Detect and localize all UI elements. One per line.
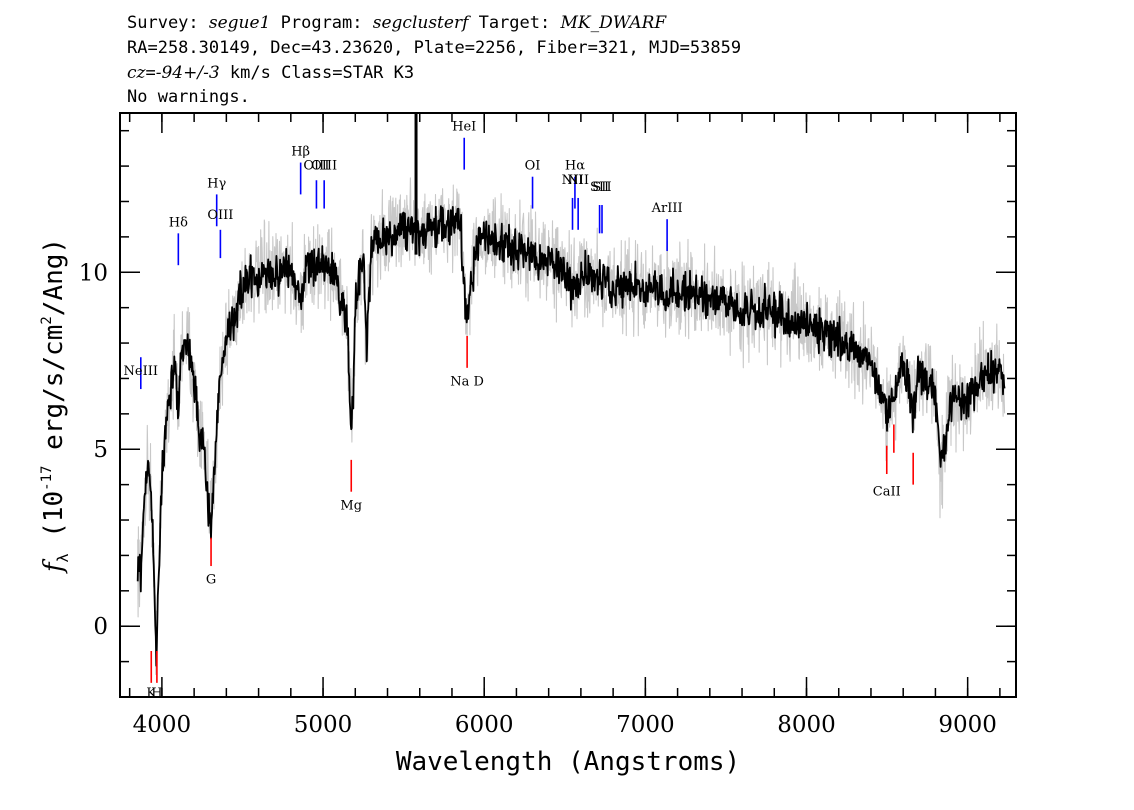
- header-line-1: Survey: segue1 Program: segclusterf Targ…: [127, 13, 667, 33]
- emission-line-label: NII: [562, 173, 584, 188]
- x-tick-label: 5000: [294, 712, 353, 738]
- header-line-4: No warnings.: [127, 87, 250, 107]
- emission-line-label: OIII: [303, 159, 329, 174]
- emission-line-label: OIII: [311, 159, 337, 174]
- spectral-line-markers: [139, 137, 914, 683]
- emission-line-label: HeI: [452, 120, 476, 135]
- emission-line-label: OIII: [207, 208, 233, 223]
- absorption-line-label: Na D: [450, 375, 484, 390]
- axis-tick-labels: 4000 5000 6000 7000 8000 9000 0 5 10: [79, 260, 997, 738]
- emission-line-label: NeIII: [124, 364, 158, 379]
- x-axis-title: Wavelength (Angstroms): [396, 747, 740, 777]
- absorption-line-label: K: [146, 686, 156, 701]
- series-group: [136, 113, 1006, 676]
- emission-line-label: ArIII: [651, 201, 683, 216]
- axis-ticks: [120, 113, 1016, 698]
- header-line-3: cz=-94+/-3 km/s Class=STAR K3: [127, 63, 414, 83]
- y-tick-label: 5: [93, 437, 108, 463]
- emission-line-label: Hβ: [291, 144, 310, 159]
- emission-line-label: Hα: [565, 159, 585, 174]
- x-tick-label: 4000: [133, 712, 192, 738]
- absorption-line-label: Mg: [340, 498, 362, 513]
- header: Survey: segue1 Program: segclusterf Targ…: [127, 13, 741, 107]
- flux-series-line: [137, 177, 1006, 676]
- emission-line-label: SII: [592, 180, 611, 195]
- plot-frame: [119, 112, 1017, 698]
- absorption-line-label: G: [206, 573, 216, 588]
- y-tick-label: 10: [79, 260, 108, 286]
- header-line-2: RA=258.30149, Dec=43.23620, Plate=2256, …: [127, 38, 741, 58]
- emission-line-label: Hδ: [169, 215, 188, 230]
- y-axis-title: fλ (10-17 erg/s/cm2/Ang): [39, 238, 72, 574]
- x-tick-label: 7000: [616, 712, 675, 738]
- x-tick-label: 9000: [938, 712, 997, 738]
- absorption-line-label: H: [151, 686, 162, 701]
- x-tick-label: 8000: [777, 712, 836, 738]
- absorption-line-label: CaII: [873, 484, 901, 499]
- x-tick-label: 6000: [455, 712, 514, 738]
- emission-line-label: Hγ: [207, 176, 226, 191]
- y-tick-label: 0: [93, 614, 108, 640]
- emission-line-label: SII: [590, 180, 609, 195]
- emission-line-label: OI: [525, 159, 541, 174]
- model-series-line: [136, 205, 1006, 667]
- emission-line-label: NII: [567, 173, 589, 188]
